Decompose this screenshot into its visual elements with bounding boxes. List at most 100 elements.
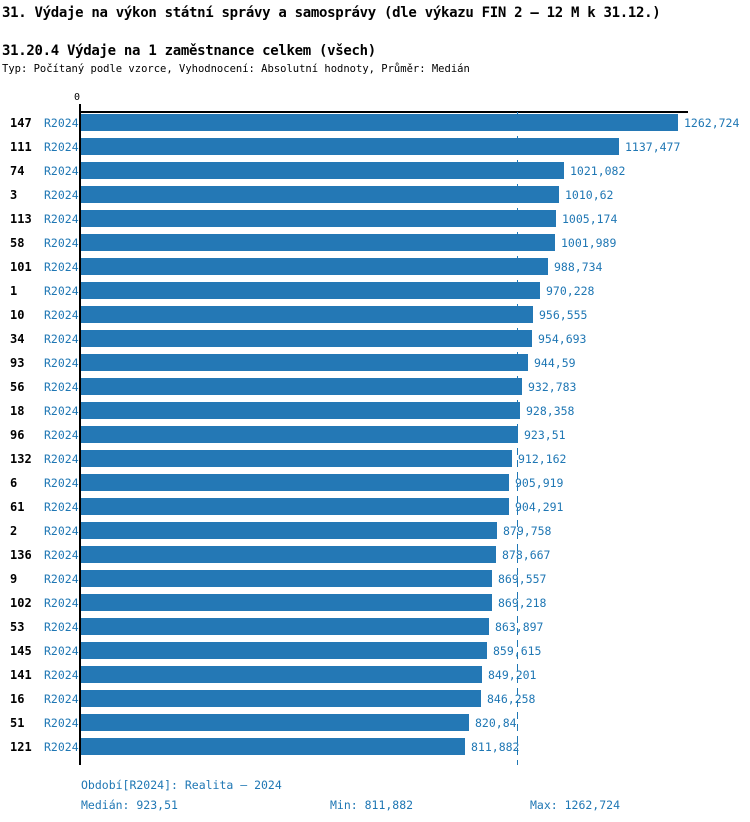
bar (81, 234, 555, 251)
bar (81, 378, 522, 395)
row-series-label: R2024 (44, 692, 79, 706)
row-category-label: 56 (10, 380, 25, 394)
row-series-label: R2024 (44, 188, 79, 202)
bar-value-label: 988,734 (554, 260, 603, 274)
row-category-label: 101 (10, 260, 32, 274)
row-series-label: R2024 (44, 308, 79, 322)
page-title: 31. Výdaje na výkon státní správy a samo… (2, 5, 661, 21)
row-category-label: 113 (10, 212, 32, 226)
row-category-label: 51 (10, 716, 25, 730)
row-series-label: R2024 (44, 668, 79, 682)
row-series-label: R2024 (44, 620, 79, 634)
row-series-label: R2024 (44, 428, 79, 442)
footer-max-label: Max: 1262,724 (530, 798, 621, 812)
row-category-label: 34 (10, 332, 25, 346)
row-category-label: 145 (10, 644, 32, 658)
bar-value-label: 905,919 (515, 476, 564, 490)
bar-value-label: 849,201 (488, 668, 537, 682)
footer-min-label: Min: 811,882 (330, 798, 414, 812)
row-category-label: 111 (10, 140, 32, 154)
bar-value-label: 879,758 (503, 524, 552, 538)
bar-value-label: 944,59 (534, 356, 576, 370)
bar-value-label: 912,162 (518, 452, 567, 466)
row-series-label: R2024 (44, 260, 79, 274)
bar-value-label: 1137,477 (625, 140, 681, 154)
row-series-label: R2024 (44, 332, 79, 346)
bar (81, 282, 540, 299)
bar (81, 114, 678, 131)
bar (81, 258, 548, 275)
row-series-label: R2024 (44, 116, 79, 130)
bar (81, 594, 492, 611)
bar (81, 306, 533, 323)
row-category-label: 74 (10, 164, 25, 178)
row-series-label: R2024 (44, 404, 79, 418)
row-category-label: 6 (10, 476, 18, 490)
bar-value-label: 1001,989 (561, 236, 617, 250)
bar-value-label: 970,228 (546, 284, 595, 298)
row-category-label: 147 (10, 116, 32, 130)
row-series-label: R2024 (44, 236, 79, 250)
bar (81, 138, 619, 155)
bar-value-label: 1010,62 (565, 188, 614, 202)
y-axis-line (79, 104, 81, 765)
bar (81, 642, 487, 659)
bar (81, 426, 518, 443)
row-category-label: 102 (10, 596, 32, 610)
row-series-label: R2024 (44, 380, 79, 394)
bar (81, 162, 564, 179)
bar (81, 402, 520, 419)
row-category-label: 132 (10, 452, 32, 466)
x-axis-zero-tick-label: 0 (74, 92, 81, 103)
footer-median-label: Medián: 923,51 (81, 798, 178, 812)
row-series-label: R2024 (44, 596, 79, 610)
bar-value-label: 869,557 (498, 572, 547, 586)
row-category-label: 1 (10, 284, 18, 298)
row-series-label: R2024 (44, 476, 79, 490)
row-series-label: R2024 (44, 500, 79, 514)
bar-value-label: 863,897 (495, 620, 544, 634)
bar (81, 666, 482, 683)
row-series-label: R2024 (44, 716, 79, 730)
bar-value-label: 956,555 (539, 308, 588, 322)
row-category-label: 18 (10, 404, 25, 418)
row-category-label: 3 (10, 188, 18, 202)
row-series-label: R2024 (44, 284, 79, 298)
x-axis-line (80, 111, 688, 113)
bar-value-label: 820,84 (475, 716, 517, 730)
bar-value-label: 1262,724 (684, 116, 740, 130)
bar-value-label: 904,291 (515, 500, 564, 514)
bar (81, 474, 509, 491)
bar-value-label: 1021,082 (570, 164, 626, 178)
bar (81, 738, 465, 755)
row-category-label: 58 (10, 236, 25, 250)
bar-value-label: 846,258 (487, 692, 536, 706)
row-category-label: 16 (10, 692, 25, 706)
bar (81, 450, 512, 467)
bar (81, 546, 496, 563)
footer-period-label: Období[R2024]: Realita – 2024 (81, 778, 282, 792)
row-series-label: R2024 (44, 548, 79, 562)
row-series-label: R2024 (44, 572, 79, 586)
row-category-label: 10 (10, 308, 25, 322)
row-series-label: R2024 (44, 452, 79, 466)
bar (81, 570, 492, 587)
row-series-label: R2024 (44, 644, 79, 658)
row-series-label: R2024 (44, 524, 79, 538)
row-category-label: 9 (10, 572, 18, 586)
bar-value-label: 811,882 (471, 740, 520, 754)
row-series-label: R2024 (44, 140, 79, 154)
row-category-label: 93 (10, 356, 25, 370)
row-category-label: 2 (10, 524, 18, 538)
bar (81, 186, 559, 203)
bar-value-label: 923,51 (524, 428, 566, 442)
bar-value-label: 954,693 (538, 332, 587, 346)
bar-value-label: 859,615 (493, 644, 542, 658)
row-category-label: 96 (10, 428, 25, 442)
bar-value-label: 869,218 (498, 596, 547, 610)
bar (81, 618, 489, 635)
bar (81, 330, 532, 347)
row-category-label: 53 (10, 620, 25, 634)
bar (81, 522, 497, 539)
